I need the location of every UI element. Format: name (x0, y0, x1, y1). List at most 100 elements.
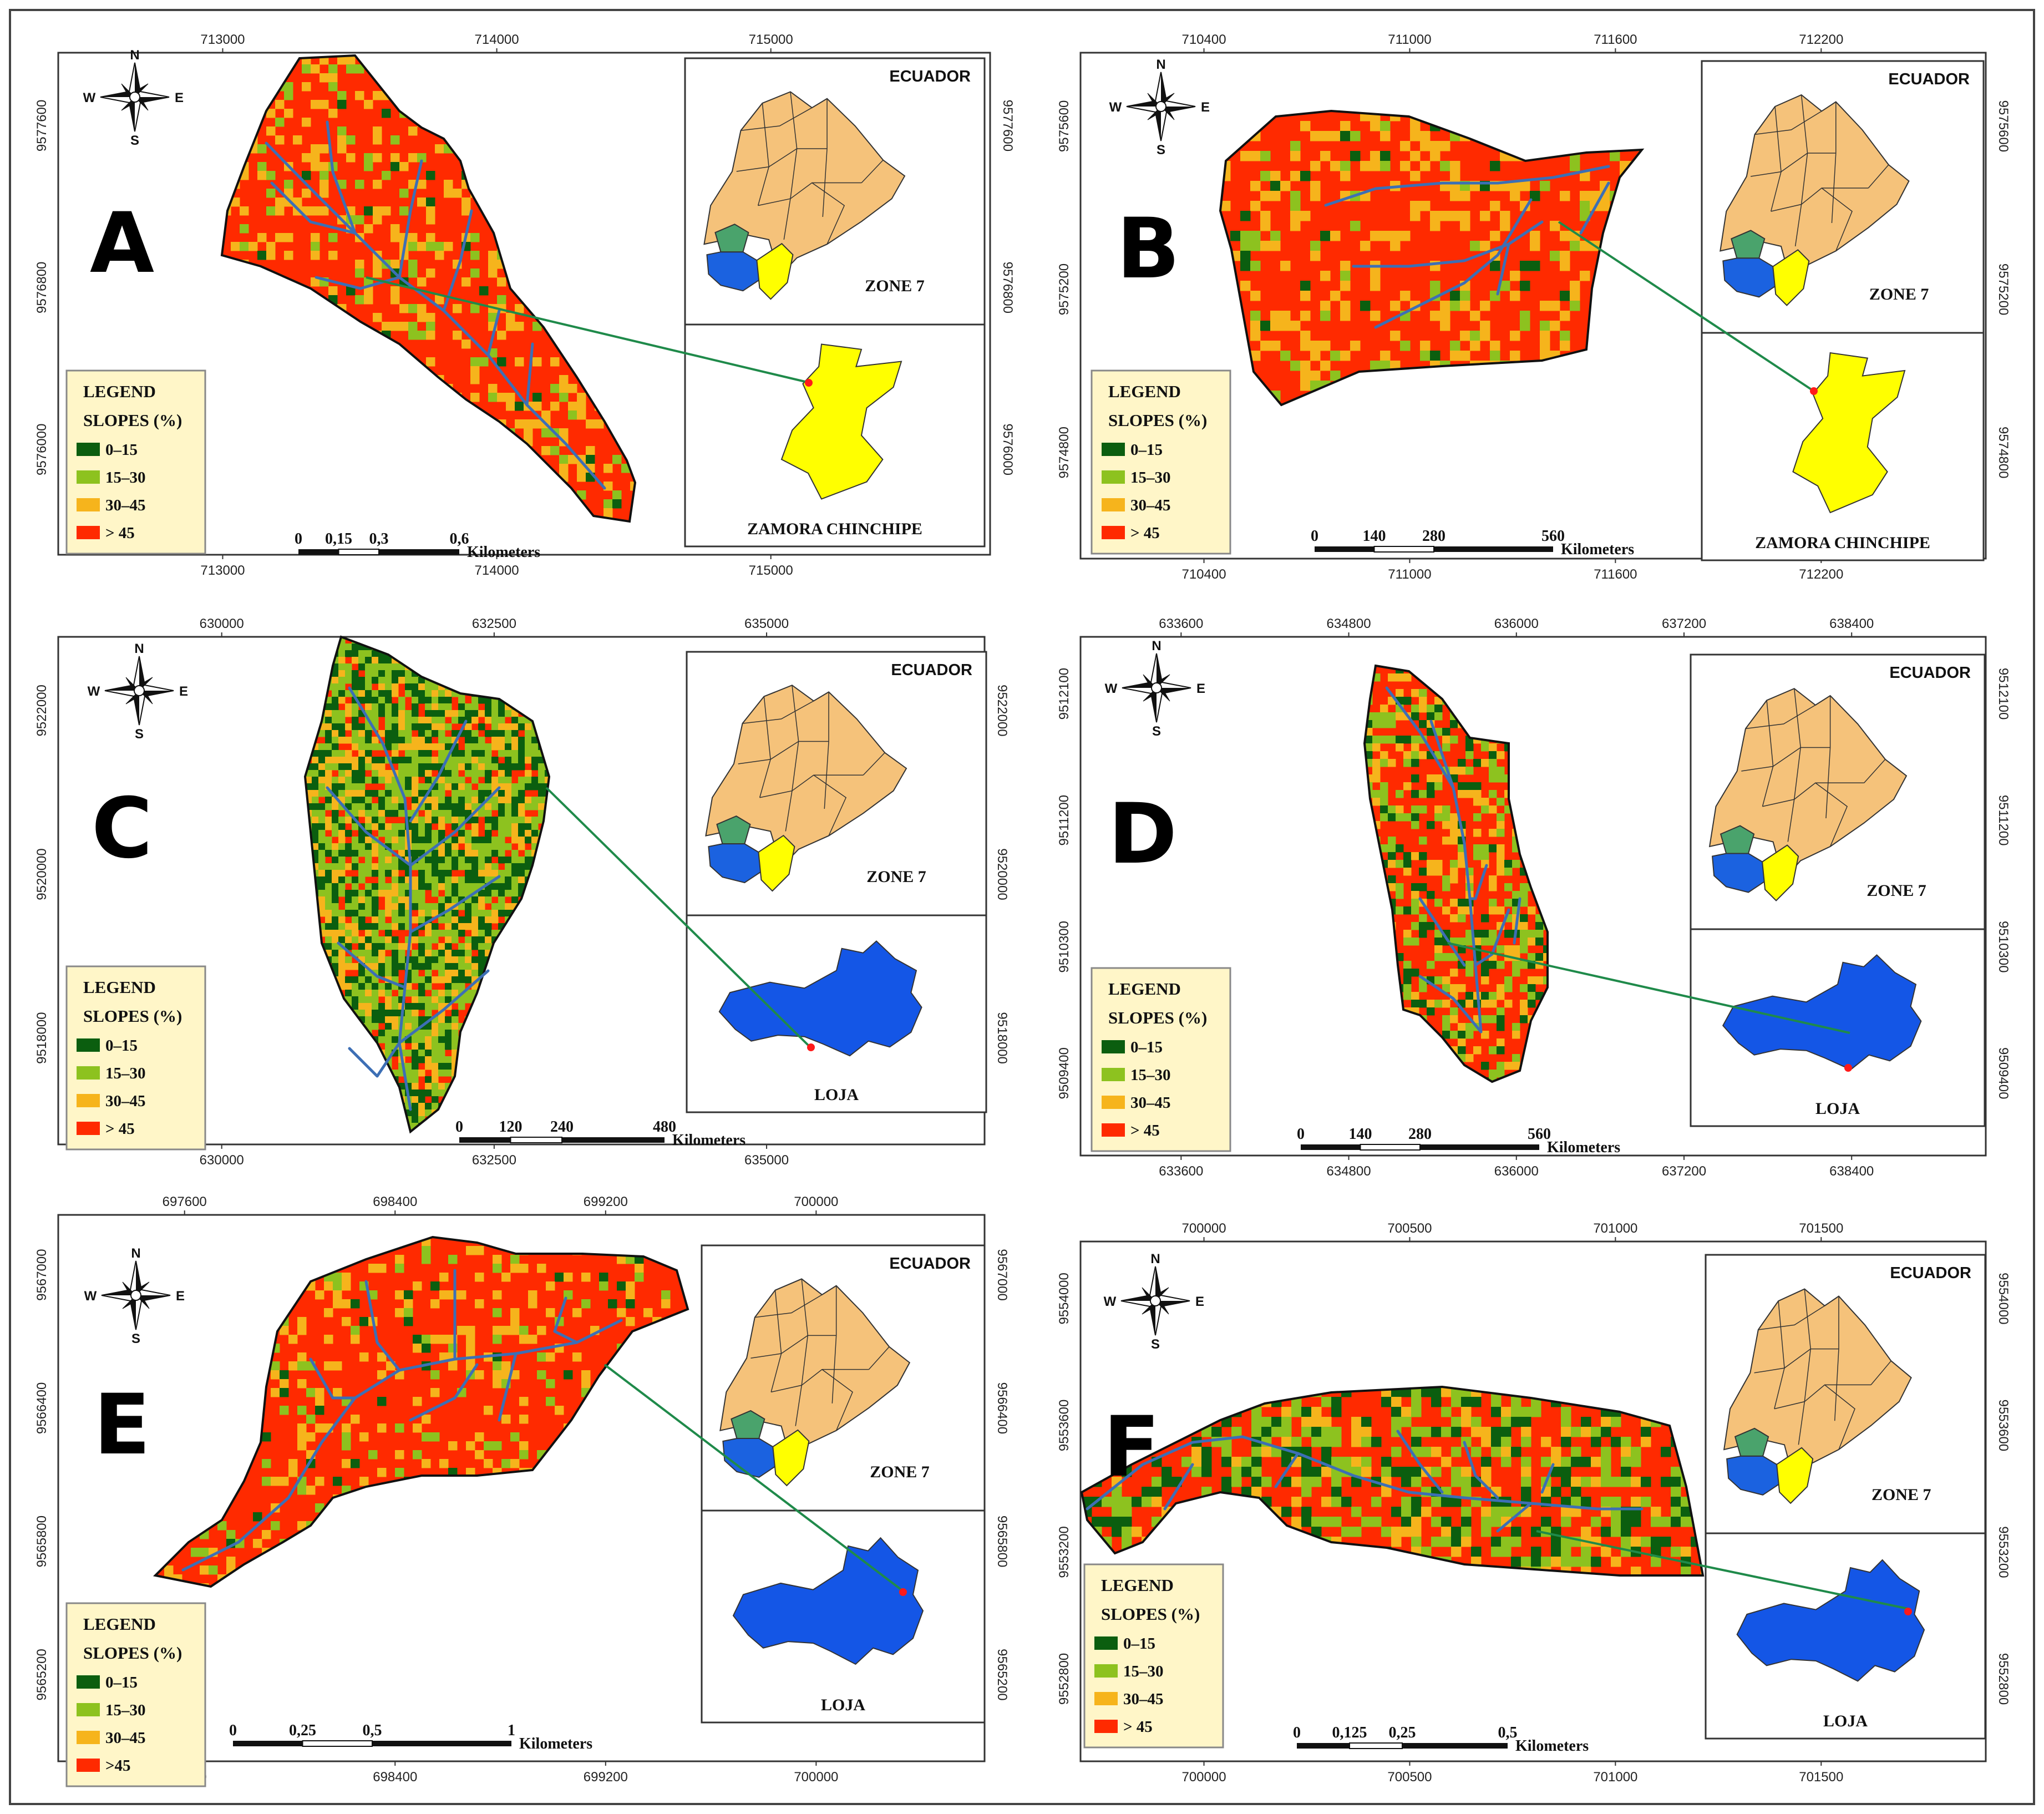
scale-label: 0,15 (325, 530, 352, 548)
legend-swatch (1102, 498, 1125, 511)
inset-zone-label: ZONE 7 (1869, 285, 1929, 303)
map-panel-f: 700000 700000 700500 700500 701000 701000 7015… (1057, 1221, 2011, 1785)
map-panel-e: 6976006976006984006984006992006992007000… (34, 1194, 1010, 1787)
legend-box: LEGEND SLOPES (%) 0–15 15–30 30–45 > 45 (1091, 369, 1231, 555)
compass-e: E (179, 684, 188, 699)
inset-country-title: ECUADOR (1889, 664, 1971, 682)
inset-country-title: ECUADOR (1888, 70, 1970, 88)
scale-label: 280 (1408, 1126, 1432, 1143)
legend-subtitle: SLOPES (%) (1101, 1604, 1200, 1624)
compass-rose-icon: N S E W (1104, 1251, 1204, 1352)
scale-label: 0 (455, 1118, 463, 1136)
watershed-boundary (1219, 109, 1645, 407)
scale-label: 0 (1297, 1126, 1305, 1143)
y-tick-label-left: 9576800 (34, 262, 49, 313)
compass-w: W (84, 1289, 97, 1304)
inset-province-label: LOJA (814, 1086, 859, 1104)
legend-swatch (1102, 443, 1125, 456)
compass-e: E (1195, 1294, 1204, 1309)
y-tick-label-left: 9566400 (34, 1382, 49, 1434)
panel-letter: E (94, 1377, 150, 1473)
zone7-el-oro (714, 224, 749, 253)
x-tick-label-top: 637200 (1662, 616, 1706, 631)
x-tick-label-top: 700500 (1387, 1221, 1432, 1236)
legend-class-label: 15–30 (1123, 1663, 1164, 1680)
map-panel-c: 630000 630000 632500 632500 635000 635000 9522… (34, 616, 1010, 1168)
y-tick-label-right: 9509400 (1996, 1047, 2011, 1099)
panel-letter: B (1117, 201, 1180, 297)
scale-unit: Kilometers (1515, 1737, 1589, 1755)
compass-n: N (1150, 1251, 1160, 1266)
y-tick-label-right: 9520000 (995, 848, 1010, 900)
scale-label: 0 (295, 530, 302, 548)
legend-title: LEGEND (83, 382, 156, 401)
scale-label: 0,6 (450, 530, 469, 548)
zone7-el-oro (731, 1410, 765, 1439)
legend-subtitle: SLOPES (%) (83, 1643, 182, 1663)
y-tick-label-right: 9565200 (995, 1649, 1010, 1700)
x-tick-label-top: 713000 (200, 32, 245, 47)
compass-n: N (130, 48, 139, 63)
scale-label: 560 (1541, 528, 1565, 545)
y-tick-label-right: 9575200 (1996, 264, 2011, 315)
map-panel-a: 713000 713000 714000 714000 715000 715000 9577… (34, 32, 1015, 578)
inset-country-title: ECUADOR (889, 1255, 971, 1273)
site-marker (1904, 1608, 1912, 1615)
scale-label: 480 (653, 1118, 676, 1136)
legend-class-label: >45 (105, 1757, 131, 1775)
y-tick-label-left: 9554000 (1057, 1273, 1072, 1324)
legend-box: LEGEND SLOPES (%) 0–15 15–30 30–45 >45 (65, 1602, 206, 1787)
x-tick-label-bottom: 638400 (1829, 1164, 1874, 1179)
scale-label: 120 (499, 1118, 523, 1136)
scale-label: 0,5 (1498, 1724, 1518, 1741)
compass-w: W (1104, 1294, 1117, 1309)
legend-subtitle: SLOPES (%) (1108, 1008, 1207, 1027)
legend-swatch (1102, 1068, 1125, 1081)
inset-zone-label: ZONE 7 (1871, 1486, 1931, 1504)
y-tick-label-left: 9574800 (1057, 427, 1072, 478)
compass-n: N (1156, 57, 1165, 72)
panel-letter: D (1108, 786, 1178, 883)
x-tick-label-bottom: 632500 (472, 1153, 516, 1168)
scale-unit: Kilometers (672, 1132, 745, 1149)
legend-swatch (77, 1675, 100, 1689)
leader-line (366, 276, 810, 384)
y-tick-label-left: 9577600 (34, 100, 49, 151)
legend-class-label: 0–15 (1130, 441, 1163, 459)
x-tick-label-bottom: 700500 (1387, 1770, 1432, 1785)
x-tick-label-top: 711600 (1594, 32, 1637, 47)
scale-unit: Kilometers (467, 544, 540, 561)
scale-label: 0 (229, 1722, 237, 1739)
y-tick-label-right: 9553600 (1996, 1400, 2011, 1451)
y-tick-label-left: 9553600 (1057, 1400, 1072, 1451)
compass-s: S (135, 727, 144, 742)
legend-class-label: 15–30 (105, 469, 146, 487)
legend-class-label: 0–15 (1130, 1038, 1163, 1056)
legend-title: LEGEND (1108, 382, 1181, 401)
x-tick-label-bottom: 701500 (1799, 1770, 1843, 1785)
ecuador-map (1720, 94, 1910, 285)
location-inset: ECUADOR ZONE 7 LOJA (686, 651, 987, 1113)
legend-box: LEGEND SLOPES (%) 0–15 15–30 30–45 > 45 (1083, 1563, 1224, 1749)
legend-swatch (1102, 1040, 1125, 1053)
legend-swatch (1094, 1692, 1118, 1705)
x-tick-label-bottom: 710400 (1181, 567, 1226, 582)
compass-e: E (176, 1289, 185, 1304)
y-tick-label-right: 9553200 (1996, 1526, 2011, 1578)
compass-n: N (1152, 639, 1161, 653)
y-tick-label-right: 9518000 (995, 1012, 1010, 1063)
compass-w: W (88, 684, 100, 699)
x-tick-label-top: 636000 (1494, 616, 1539, 631)
legend-class-label: 30–45 (1130, 496, 1171, 514)
inset-country-title: ECUADOR (889, 68, 971, 85)
legend-swatch (77, 1731, 100, 1744)
legend-subtitle: SLOPES (%) (83, 1006, 182, 1026)
legend-box: LEGEND SLOPES (%) 0–15 15–30 30–45 > 45 (65, 369, 206, 555)
legend-swatch (1102, 526, 1125, 539)
zone7-zamora (758, 834, 795, 892)
zone7-el-oro (1734, 1427, 1769, 1457)
y-tick-label-right: 9552800 (1996, 1653, 2011, 1705)
panel-letter: C (92, 781, 153, 877)
compass-rose-icon: N S E W (1109, 57, 1210, 158)
